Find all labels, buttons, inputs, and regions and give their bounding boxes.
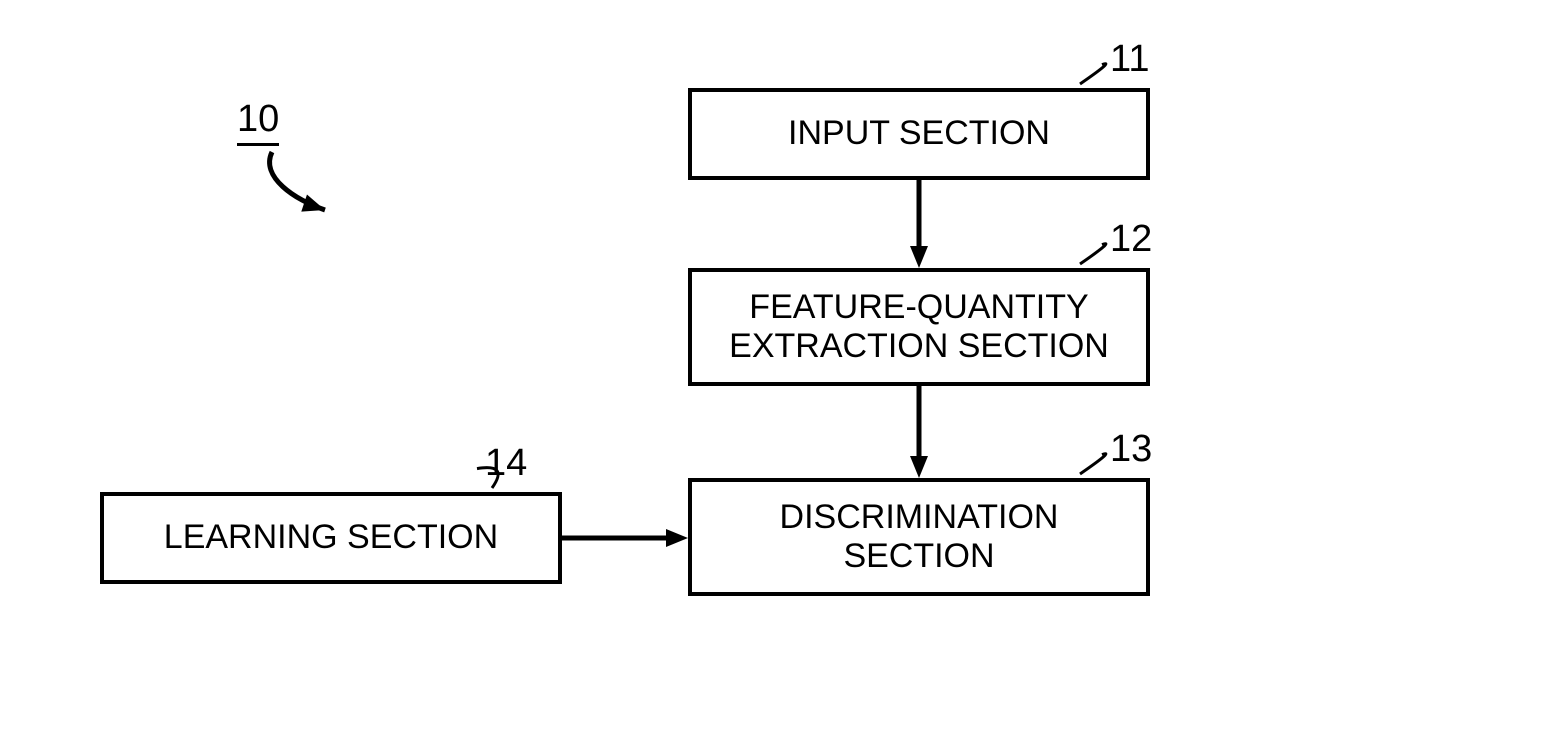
system-ref-arrow: [0, 0, 1561, 745]
